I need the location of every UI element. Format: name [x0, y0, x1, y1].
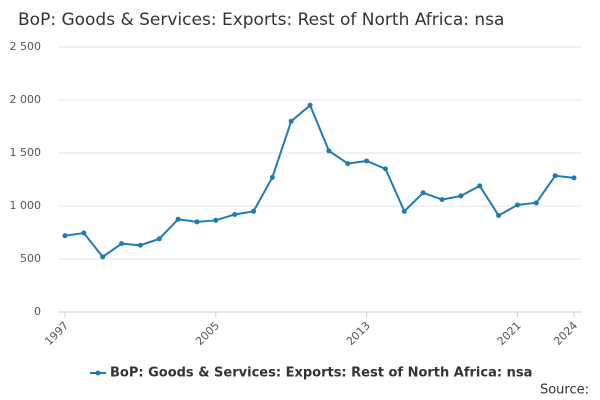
point [514, 202, 520, 208]
point [420, 190, 426, 196]
chart-title: BoP: Goods & Services: Exports: Rest of … [18, 10, 504, 30]
point [533, 200, 539, 206]
point [326, 148, 332, 154]
point [345, 161, 351, 167]
point [458, 193, 464, 199]
point [137, 242, 143, 248]
x-tick-label: 2024 [551, 319, 580, 348]
x-tick-label: 2021 [495, 319, 524, 348]
point [401, 208, 407, 214]
point [552, 173, 558, 179]
legend-marker [95, 370, 101, 376]
point [232, 211, 238, 217]
point [382, 166, 388, 172]
point [213, 217, 219, 223]
y-tick-label: 1 500 [10, 146, 42, 159]
x-tick-label: 2005 [193, 319, 222, 348]
point [156, 236, 162, 242]
point [62, 233, 68, 239]
point [100, 254, 106, 260]
point [81, 230, 87, 236]
point [119, 241, 125, 247]
point [194, 219, 200, 225]
y-tick-label: 0 [34, 305, 41, 318]
y-tick-label: 1 000 [10, 199, 42, 212]
point [175, 216, 181, 222]
x-tick-label: 1997 [42, 319, 71, 348]
series-line [64, 103, 575, 259]
legend-label: BoP: Goods & Services: Exports: Rest of … [110, 366, 532, 381]
point [288, 118, 294, 124]
point [496, 213, 502, 219]
point [251, 208, 257, 214]
source: Source: [540, 383, 589, 398]
point [439, 197, 445, 203]
point [477, 183, 483, 189]
y-tick-label: 2 000 [10, 93, 42, 106]
y-tick-label: 500 [20, 252, 41, 265]
y-tick-label: 2 500 [10, 40, 42, 53]
x-tick-label: 2013 [344, 319, 373, 348]
point [307, 102, 313, 108]
point [571, 175, 577, 181]
point [269, 174, 275, 180]
point [364, 158, 370, 164]
